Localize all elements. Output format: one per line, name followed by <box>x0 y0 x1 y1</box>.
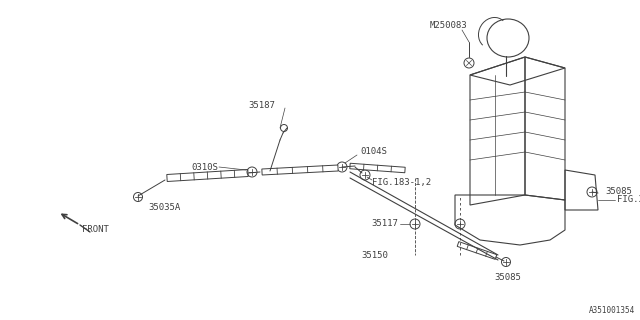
Polygon shape <box>350 163 405 173</box>
Polygon shape <box>167 170 248 181</box>
Polygon shape <box>262 165 338 175</box>
Text: 35187: 35187 <box>248 100 275 109</box>
Polygon shape <box>457 242 497 260</box>
Text: FRONT: FRONT <box>82 226 109 235</box>
Text: M250083: M250083 <box>430 20 468 29</box>
Text: FIG.351-2: FIG.351-2 <box>617 196 640 204</box>
Text: 35085: 35085 <box>495 274 522 283</box>
Text: FIG.183-1,2: FIG.183-1,2 <box>372 178 431 187</box>
Text: A351001354: A351001354 <box>589 306 635 315</box>
Text: 0104S: 0104S <box>360 148 387 156</box>
Text: 35150: 35150 <box>362 252 388 260</box>
Text: 35035A: 35035A <box>148 204 180 212</box>
Text: 0310S: 0310S <box>191 163 218 172</box>
Text: 35085: 35085 <box>605 188 632 196</box>
Text: 35117: 35117 <box>371 220 398 228</box>
